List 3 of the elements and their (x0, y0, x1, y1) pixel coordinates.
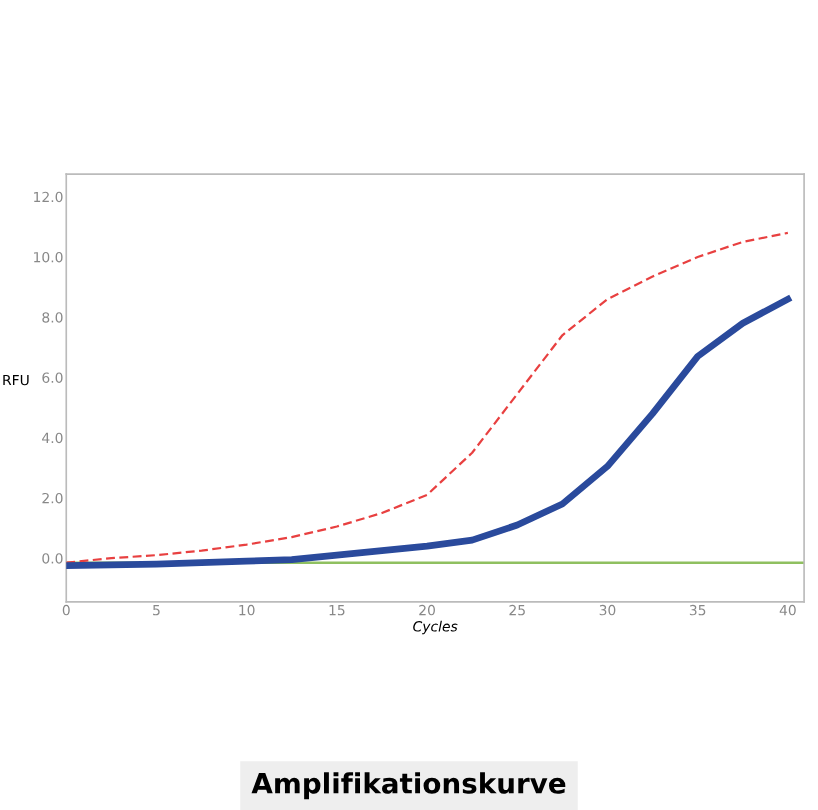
text: Amplifikationskurve (251, 772, 566, 800)
line-series (66, 231, 789, 564)
line-series (66, 295, 792, 570)
